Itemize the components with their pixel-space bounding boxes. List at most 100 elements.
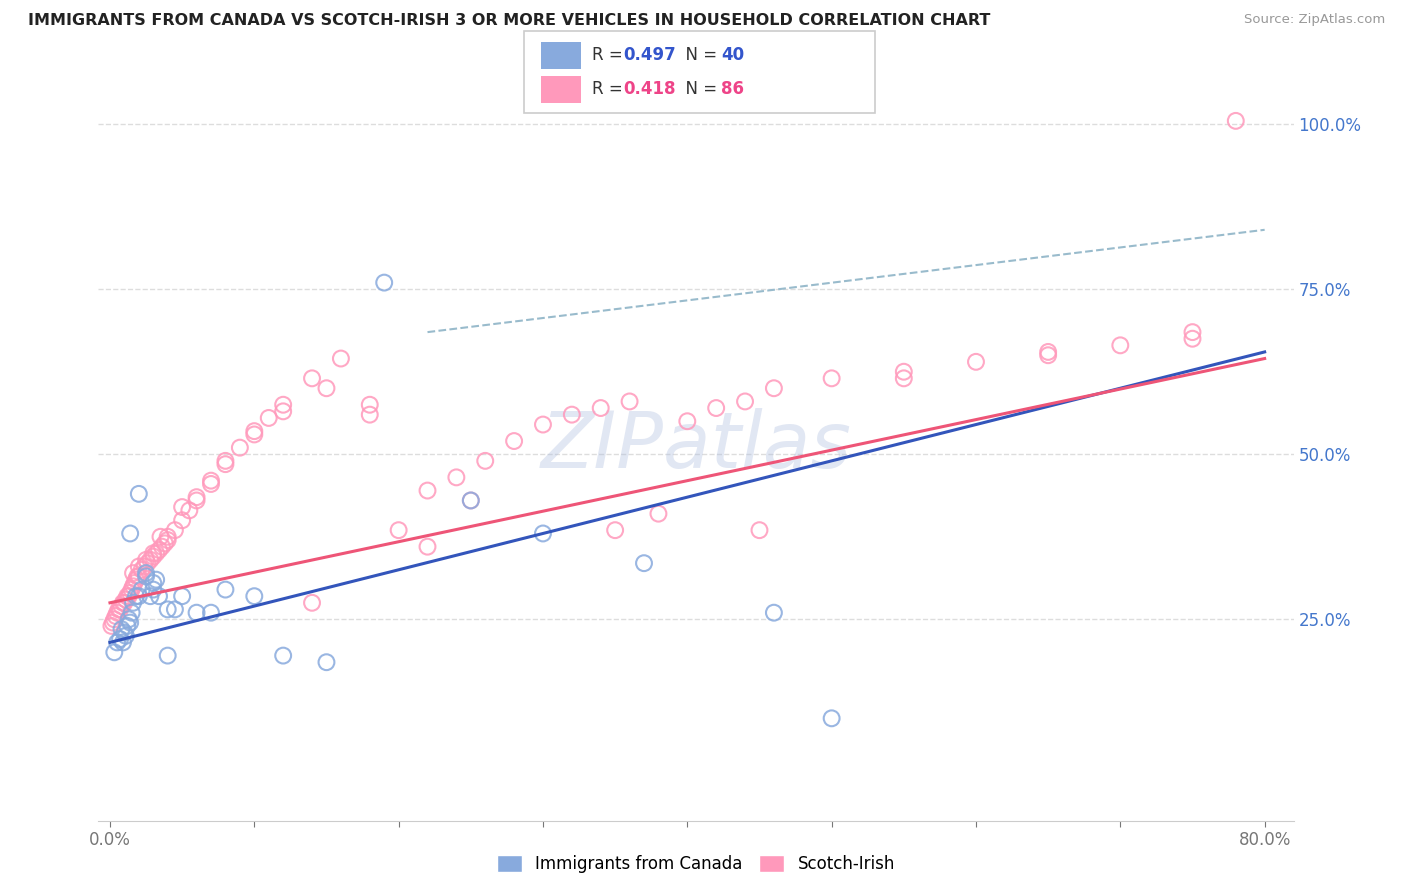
Text: 0.497: 0.497 <box>623 46 676 64</box>
Point <box>271 404 294 418</box>
Point <box>388 523 411 537</box>
Point <box>104 609 127 624</box>
Point <box>416 540 439 554</box>
Text: N =: N = <box>675 46 723 64</box>
Point <box>139 553 162 567</box>
Point <box>1109 338 1132 352</box>
Point <box>531 417 554 432</box>
Point <box>329 351 352 366</box>
Point <box>647 507 669 521</box>
Point <box>134 559 156 574</box>
Point <box>243 589 266 603</box>
Point <box>122 596 145 610</box>
Point <box>135 569 157 583</box>
Point <box>124 576 146 591</box>
Point <box>145 573 167 587</box>
Point <box>301 596 323 610</box>
Point <box>605 523 627 537</box>
Point <box>115 629 138 643</box>
Legend: Immigrants from Canada, Scotch-Irish: Immigrants from Canada, Scotch-Irish <box>491 848 901 880</box>
Point <box>120 526 142 541</box>
Point <box>142 546 165 560</box>
Point <box>107 602 129 616</box>
Point <box>128 487 150 501</box>
Point <box>200 477 222 491</box>
Point <box>135 566 157 580</box>
Point <box>214 454 236 468</box>
Point <box>111 635 134 649</box>
Point <box>301 371 323 385</box>
Point <box>150 540 173 554</box>
Point <box>156 648 179 663</box>
Point <box>128 569 150 583</box>
Point <box>704 401 727 415</box>
Point <box>163 602 186 616</box>
Point <box>474 454 496 468</box>
Point <box>153 536 176 550</box>
Point <box>1181 332 1204 346</box>
Point <box>1036 345 1059 359</box>
Point <box>762 381 785 395</box>
Point <box>105 606 128 620</box>
Point <box>359 408 381 422</box>
Point <box>271 398 294 412</box>
Point <box>125 589 148 603</box>
Point <box>172 500 194 514</box>
Point <box>131 563 153 577</box>
Point <box>460 493 482 508</box>
Point <box>135 553 157 567</box>
Point <box>186 606 208 620</box>
Point <box>136 556 159 570</box>
Point <box>163 523 186 537</box>
Point <box>128 559 150 574</box>
Point <box>200 474 222 488</box>
Point <box>110 622 132 636</box>
Point <box>142 549 165 564</box>
Point <box>103 612 125 626</box>
Point <box>179 503 201 517</box>
Point <box>762 606 785 620</box>
Point <box>1181 325 1204 339</box>
Point <box>145 546 167 560</box>
Text: R =: R = <box>592 80 628 98</box>
Point <box>118 589 141 603</box>
Point <box>214 457 236 471</box>
Point <box>589 401 612 415</box>
Point <box>121 606 143 620</box>
Point <box>531 526 554 541</box>
Point <box>115 592 138 607</box>
Point <box>108 602 131 616</box>
Point <box>128 589 150 603</box>
Point <box>315 655 337 669</box>
Point <box>186 493 208 508</box>
Point <box>200 606 222 620</box>
Point <box>243 424 266 438</box>
Point <box>156 530 179 544</box>
Point <box>156 533 179 547</box>
Point <box>271 648 294 663</box>
Text: 0.418: 0.418 <box>623 80 675 98</box>
Point <box>118 612 141 626</box>
Point <box>112 596 135 610</box>
Point <box>243 427 266 442</box>
Point <box>100 619 122 633</box>
Point <box>120 615 142 630</box>
Point <box>315 381 337 395</box>
Point <box>214 582 236 597</box>
Point <box>111 596 134 610</box>
Point <box>110 599 132 613</box>
Point <box>139 589 162 603</box>
Point <box>156 602 179 616</box>
Point <box>965 355 987 369</box>
Text: N =: N = <box>675 80 723 98</box>
Point <box>108 632 131 646</box>
Point <box>131 582 153 597</box>
Point <box>446 470 468 484</box>
Text: ZIPatlas: ZIPatlas <box>540 408 852 484</box>
Point <box>103 645 125 659</box>
Point <box>893 371 915 385</box>
Point <box>561 408 583 422</box>
Point <box>359 398 381 412</box>
Point <box>122 579 145 593</box>
Point <box>142 582 165 597</box>
